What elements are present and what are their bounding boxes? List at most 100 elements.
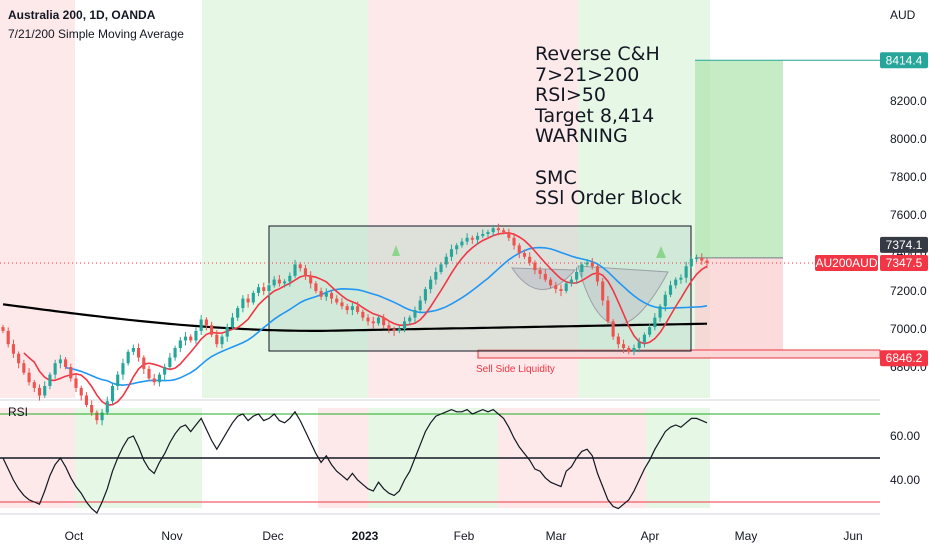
chart-title[interactable]: Australia 200, 1D, OANDA — [8, 8, 156, 22]
rsi-tick-label: 60.00 — [890, 429, 920, 443]
candle-body — [189, 336, 193, 341]
candle-body — [345, 306, 349, 310]
candle-body — [283, 281, 287, 284]
candle-body — [11, 344, 15, 354]
candle-body — [663, 294, 667, 307]
rsi-label[interactable]: RSI — [8, 405, 29, 419]
candle-body — [601, 281, 605, 301]
indicator-legend[interactable]: 7/21/200 Simple Moving Average — [8, 27, 184, 41]
candle-body — [215, 334, 219, 345]
candle-body — [658, 306, 662, 318]
time-tick-label: Jun — [843, 529, 862, 543]
candle-body — [507, 232, 511, 238]
candle-body — [163, 367, 167, 375]
handle-shape — [511, 267, 577, 290]
candle-body — [37, 387, 42, 396]
candle-body — [22, 363, 26, 373]
candle-body — [74, 378, 78, 388]
rsi-tick-label: 40.00 — [890, 473, 920, 487]
currency-label: AUD — [890, 8, 916, 22]
candle-body — [293, 264, 297, 276]
candle-body — [361, 311, 365, 318]
candle-body — [418, 300, 422, 310]
candle-body — [236, 308, 240, 318]
price-label: 6846.2 — [886, 351, 923, 365]
candle-body — [262, 287, 266, 291]
candle-body — [455, 245, 459, 250]
candle-body — [32, 382, 36, 388]
price-label-box — [880, 350, 928, 367]
candle-body — [79, 387, 83, 396]
stop-zone — [695, 257, 783, 359]
candle-body — [449, 249, 454, 257]
candle-body — [423, 289, 427, 301]
candle-body — [356, 306, 360, 312]
candle-body — [402, 321, 407, 329]
moving-averages — [2, 232, 708, 406]
candle-body — [324, 292, 328, 297]
candle-body — [126, 351, 130, 364]
time-tick-label: Feb — [454, 529, 475, 543]
candle-body — [105, 401, 109, 413]
candle-body — [475, 235, 480, 240]
price-label-box — [880, 236, 928, 253]
candle-body — [230, 317, 235, 328]
regime-band — [578, 0, 710, 398]
annotation-line: SMC — [535, 166, 577, 189]
candle-body — [69, 367, 73, 379]
candle-body — [684, 266, 688, 278]
up-triangle-marker — [656, 246, 666, 258]
candle-body — [340, 302, 344, 307]
time-tick-label: Oct — [65, 529, 84, 543]
candle-body — [606, 300, 610, 322]
annotation-line — [535, 147, 682, 168]
sma-200-line — [2, 303, 708, 332]
candle-body — [121, 363, 125, 375]
price-label-box — [880, 254, 928, 271]
rsi-line — [2, 408, 708, 514]
candle-body — [517, 245, 521, 253]
candle-body — [595, 266, 600, 282]
candle-body — [210, 325, 214, 335]
candle-body — [84, 395, 89, 405]
candle-body — [569, 279, 573, 284]
time-tick-label: Nov — [161, 529, 182, 543]
candle-body — [611, 321, 615, 337]
candle-body — [408, 317, 412, 322]
candle-body — [168, 357, 172, 367]
candle-body — [590, 262, 594, 267]
candle-body — [335, 298, 339, 303]
candle-body — [137, 348, 141, 358]
candle-body — [157, 374, 162, 383]
candle-body — [376, 317, 381, 324]
price-tick-label: 7800.0 — [890, 170, 927, 184]
candle-body — [95, 412, 99, 421]
candle-body — [481, 234, 485, 236]
candle-body — [554, 285, 558, 290]
candle-body — [277, 279, 281, 284]
candle-body — [225, 327, 229, 337]
candle-body — [668, 285, 673, 295]
candle-body — [465, 237, 469, 242]
candle-body — [152, 378, 156, 383]
price-label-box — [880, 52, 928, 69]
candle-body — [522, 253, 527, 257]
candle-body — [429, 279, 433, 290]
price-tick-label: 8000.0 — [890, 132, 927, 146]
candle-body — [100, 412, 104, 421]
candle-body — [559, 289, 563, 291]
candle-body — [538, 270, 542, 274]
candle-body — [173, 348, 177, 358]
time-tick-label: Dec — [262, 529, 283, 543]
annotation-text: Reverse C&H 7>21>200 RSI>50 Target 8,414… — [535, 44, 682, 209]
up-triangle-marker — [392, 245, 400, 256]
candle-body — [58, 359, 62, 364]
candle-body — [142, 357, 146, 369]
candle-body — [27, 372, 31, 383]
candle-body — [502, 230, 506, 233]
candle-body — [632, 348, 636, 352]
candle-body — [314, 283, 318, 291]
candle-body — [350, 306, 354, 310]
annotation-line: Target 8,414 — [535, 104, 655, 127]
